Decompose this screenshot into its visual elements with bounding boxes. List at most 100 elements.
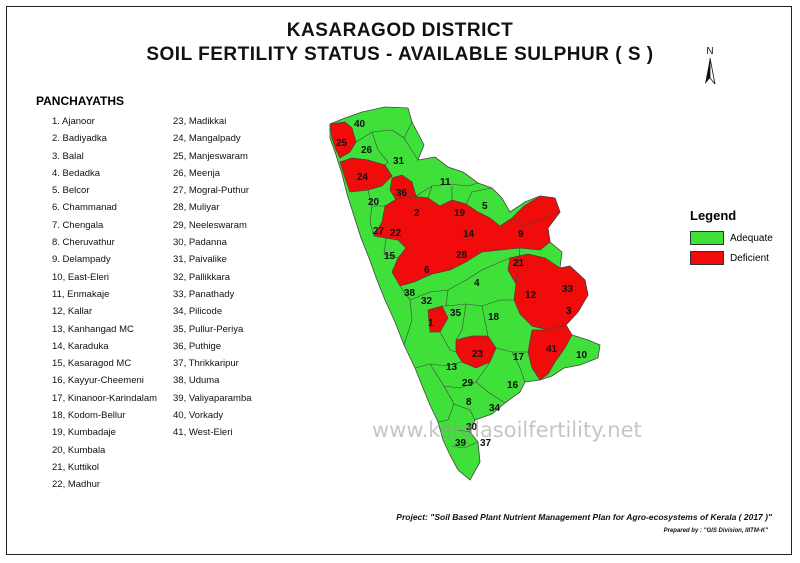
panchayath-list-item: 31, Paivalike — [173, 254, 227, 266]
panchayath-list-item: 10, East-Eleri — [52, 271, 110, 283]
panchayath-list-item: 3. Balal — [52, 150, 84, 162]
map-label-15: 15 — [384, 251, 396, 262]
panchayath-list-item: 33, Panathady — [173, 288, 235, 300]
legend-label-adequate: Adequate — [730, 232, 773, 244]
panchayath-list-item: 35, Pullur-Periya — [173, 323, 244, 335]
map-label-26: 26 — [361, 145, 373, 156]
panchayath-list-item: 23, Madikkai — [173, 116, 227, 127]
map-label-5: 5 — [482, 201, 488, 212]
map-label-19: 19 — [454, 208, 466, 219]
map-label-3: 3 — [566, 306, 572, 317]
panchayath-number-labels: 40 25 26 31 24 36 11 20 2 19 5 27 22 14 … — [336, 119, 588, 449]
map-label-23: 23 — [472, 349, 484, 360]
panchayath-list-item: 41, West-Eleri — [173, 427, 233, 439]
map-label-37: 37 — [480, 438, 492, 449]
panchayath-list-item: 30, Padanna — [173, 237, 227, 249]
map-title: KASARAGOD DISTRICT — [286, 20, 514, 41]
panchayath-list-item: 17, Kinanoor-Karindalam — [52, 392, 158, 404]
map-subtitle: SOIL FERTILITY STATUS - AVAILABLE SULPHU… — [146, 44, 654, 65]
map-label-34: 34 — [489, 403, 501, 414]
map-label-16: 16 — [507, 380, 519, 391]
region-25-manjeswaram — [329, 121, 357, 159]
north-arrow-icon: N — [705, 46, 716, 85]
panchayath-boundaries — [355, 121, 561, 449]
panchayath-list-item: 19, Kumbadaje — [52, 427, 116, 439]
panchayath-list-item: 16, Kayyur-Cheemeni — [52, 375, 144, 387]
map-label-29: 29 — [462, 378, 474, 389]
panchayath-list-item: 34, Pilicode — [173, 306, 223, 318]
project-credit: Project: "Soil Based Plant Nutrient Mana… — [396, 512, 772, 522]
panchayath-list-item: 4. Bedadka — [52, 167, 101, 179]
region-1-ajanoor — [427, 305, 449, 333]
map-label-13: 13 — [446, 362, 458, 373]
map-label-24: 24 — [357, 172, 369, 183]
map-label-27: 27 — [373, 226, 385, 237]
map-label-22: 22 — [390, 228, 402, 239]
legend-swatch-deficient — [690, 251, 724, 265]
panchayath-list-item: 5. Belcor — [52, 185, 90, 197]
panchayath-list-item: 27, Mogral-Puthur — [173, 185, 250, 197]
panchayath-list-item: 9. Delampady — [52, 254, 111, 266]
panchayath-list-item: 37, Thrikkaripur — [173, 358, 239, 370]
legend-title: Legend — [690, 208, 737, 223]
map-label-14: 14 — [463, 229, 475, 240]
panchayath-list-item: 11, Enmakaje — [52, 288, 110, 300]
panchayath-list-item: 6. Chammanad — [52, 202, 117, 214]
legend-item-adequate: Adequate — [690, 230, 773, 246]
map-label-32: 32 — [421, 296, 433, 307]
panchayath-list-item: 7. Chengala — [52, 219, 104, 231]
panchayath-list-item: 36, Puthige — [173, 340, 222, 352]
watermark: www.keralasoilfertility.net — [372, 418, 642, 442]
map-label-35: 35 — [450, 308, 462, 319]
map-label-25: 25 — [336, 138, 348, 149]
map-label-33: 33 — [562, 284, 574, 295]
panchayath-list-item: 38, Uduma — [173, 375, 220, 387]
map-label-21: 21 — [513, 258, 525, 269]
panchayath-list-item: 40, Vorkady — [173, 410, 224, 422]
map-label-2: 2 — [414, 208, 420, 219]
map-label-18: 18 — [488, 312, 500, 323]
panchayath-list-item: 8. Cheruvathur — [52, 237, 115, 249]
panchayath-list-item: 28, Muliyar — [173, 202, 220, 214]
map-label-17: 17 — [513, 352, 525, 363]
panchayath-list-item: 39, Valiyaparamba — [173, 392, 252, 404]
panchayaths-heading: PANCHAYATHS — [36, 94, 125, 108]
panchayath-list-item: 29, Neeleswaram — [173, 219, 247, 231]
panchayath-list-item: 1. Ajanoor — [52, 116, 95, 127]
map-label-9: 9 — [518, 229, 524, 240]
panchayath-list-item: 24, Mangalpady — [173, 133, 241, 145]
map-label-4: 4 — [474, 278, 480, 289]
map-label-8: 8 — [466, 397, 472, 408]
panchayath-list-item: 2. Badiyadka — [52, 133, 107, 145]
region-41-west-eleri — [527, 324, 573, 381]
panchayath-list-item: 25, Manjeswaram — [173, 150, 248, 162]
map-label-31: 31 — [393, 156, 405, 167]
map-label-10: 10 — [576, 350, 588, 361]
panchayath-list-right: 23, Madikkai 24, Mangalpady 25, Manjeswara… — [173, 113, 252, 442]
map-label-6: 6 — [424, 265, 430, 276]
map-label-20: 20 — [368, 197, 380, 208]
panchayath-list-item: 21, Kuttikol — [52, 461, 99, 473]
panchayath-list-item: 26, Meenja — [173, 167, 221, 179]
panchayath-list-item: 18, Kodom-Bellur — [52, 410, 126, 422]
panchayath-list-item: 32, Pallikkara — [173, 271, 231, 283]
map-frame — [6, 6, 792, 555]
panchayath-list-item: 22, Madhur — [52, 479, 101, 491]
legend-swatch-adequate — [690, 231, 724, 245]
region-24-mangalpady — [339, 157, 393, 193]
map-label-38: 38 — [404, 288, 416, 299]
panchayath-list-item: 15, Kasaragod MC — [52, 358, 132, 370]
region-north-deficient — [373, 195, 561, 287]
map-label-11: 11 — [440, 177, 451, 188]
legend-item-deficient: Deficient — [690, 250, 769, 266]
panchayath-list-left: 1. Ajanoor 2. Badiyadka 3. Balal 4. Bedadka… — [52, 113, 157, 494]
north-label: N — [706, 46, 713, 57]
map-label-39: 39 — [455, 438, 467, 449]
map-label-40: 40 — [354, 119, 366, 130]
panchayath-list-item: 12, Kallar — [52, 306, 93, 318]
region-east-deficient — [507, 253, 589, 331]
panchayath-list-item: 13, Kanhangad MC — [52, 323, 134, 335]
prepared-by-credit: Prepared by : "GIS Division, IIITM-K" — [663, 528, 768, 534]
panchayath-list-item: 20, Kumbala — [52, 444, 106, 456]
